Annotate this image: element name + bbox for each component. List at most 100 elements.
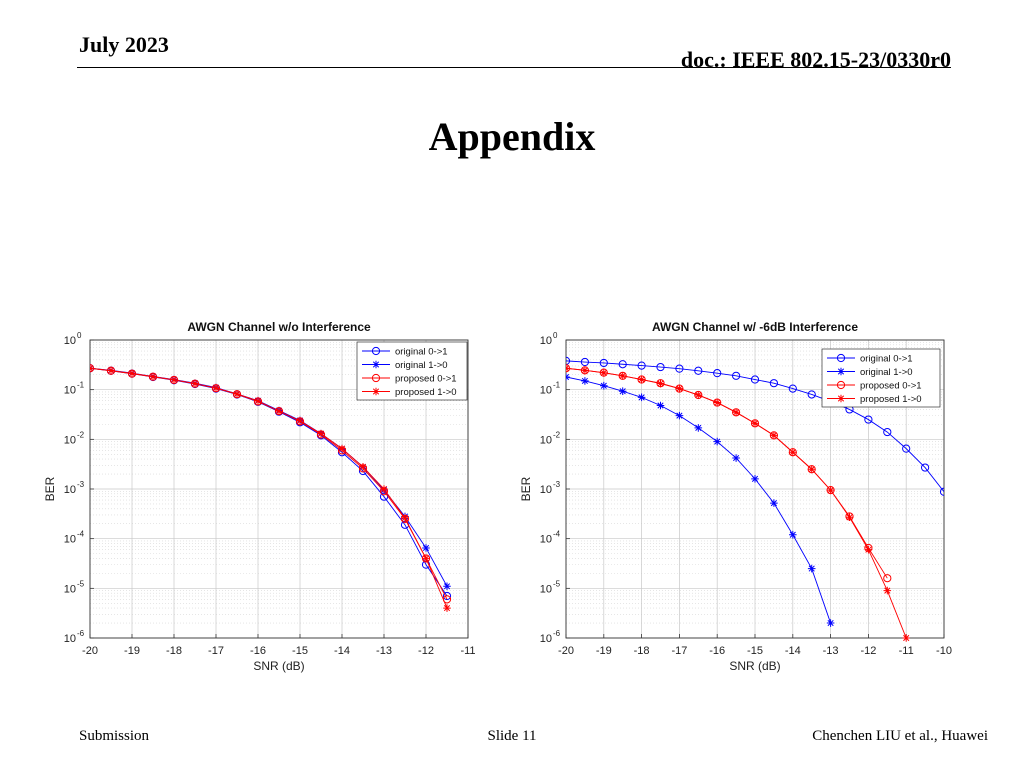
data-point bbox=[107, 366, 115, 375]
y-tick-exponent: -6 bbox=[553, 629, 561, 638]
data-point bbox=[566, 364, 570, 373]
legend-entry: original 0->1 bbox=[860, 354, 913, 365]
data-point bbox=[864, 545, 873, 554]
legend-marker bbox=[836, 353, 846, 363]
data-point bbox=[637, 393, 646, 402]
data-point bbox=[921, 463, 930, 472]
header-date: July 2023 bbox=[79, 32, 169, 57]
x-tick-label: -12 bbox=[418, 645, 434, 657]
x-tick-label: -20 bbox=[82, 645, 98, 657]
y-axis-label: BER bbox=[45, 476, 57, 501]
data-point bbox=[770, 499, 778, 507]
y-tick-label: 10 bbox=[540, 335, 552, 347]
chart-title: AWGN Channel w/ -6dB Interference bbox=[652, 320, 858, 334]
y-tick-exponent: -2 bbox=[553, 430, 561, 439]
series-3 bbox=[90, 364, 451, 612]
y-tick-exponent: -1 bbox=[77, 381, 85, 390]
y-tick-label: 10 bbox=[64, 385, 76, 397]
footer-slide-number: Slide 11 bbox=[487, 728, 537, 744]
footer-submission: Submission bbox=[79, 728, 150, 744]
data-point bbox=[618, 372, 627, 380]
legend-marker bbox=[371, 373, 381, 383]
data-point bbox=[902, 634, 910, 642]
x-tick-label: -18 bbox=[166, 645, 182, 657]
data-point bbox=[317, 429, 325, 438]
data-point bbox=[637, 361, 646, 370]
y-tick-label: 10 bbox=[64, 633, 76, 645]
series-line bbox=[566, 360, 944, 493]
legend-entry: original 1->0 bbox=[860, 367, 913, 378]
data-point bbox=[694, 424, 703, 432]
data-point bbox=[338, 444, 346, 453]
data-point bbox=[675, 364, 684, 373]
x-tick-label: -11 bbox=[899, 645, 914, 657]
x-tick-label: -17 bbox=[208, 645, 224, 657]
data-point bbox=[845, 513, 854, 522]
x-axis-label: SNR (dB) bbox=[253, 659, 304, 673]
legend-entry: proposed 0->1 bbox=[395, 374, 457, 385]
chart-awgn-no-interference: AWGN Channel w/o Interference-20 -19 -18 -1… bbox=[45, 320, 476, 673]
y-axis-label: BER bbox=[519, 476, 533, 501]
data-point bbox=[149, 372, 157, 381]
data-point bbox=[864, 415, 873, 424]
legend-marker bbox=[837, 394, 845, 403]
y-tick-label: 10 bbox=[540, 633, 552, 645]
x-tick-label: -17 bbox=[671, 645, 687, 657]
y-tick-label: 10 bbox=[64, 583, 76, 595]
data-point bbox=[618, 387, 627, 396]
y-tick-exponent: 0 bbox=[553, 331, 558, 340]
legend-entry: original 0->1 bbox=[395, 347, 448, 358]
data-point bbox=[694, 366, 703, 375]
data-point bbox=[807, 465, 816, 474]
data-point bbox=[443, 604, 451, 612]
data-point bbox=[581, 377, 589, 385]
y-tick-exponent: -1 bbox=[553, 381, 561, 390]
data-point bbox=[296, 417, 304, 425]
data-point bbox=[275, 407, 283, 415]
data-point bbox=[770, 431, 778, 440]
legend-marker bbox=[371, 346, 381, 356]
y-tick-exponent: -5 bbox=[77, 579, 85, 588]
series-3 bbox=[566, 364, 910, 642]
x-tick-label: -19 bbox=[124, 645, 140, 657]
x-tick-label: -15 bbox=[292, 645, 308, 657]
legend-marker bbox=[372, 360, 380, 369]
series-1 bbox=[566, 373, 835, 627]
data-point bbox=[422, 554, 430, 563]
y-tick-exponent: -5 bbox=[553, 579, 561, 588]
header-doc-id: doc.: IEEE 802.15-23/0330r0 bbox=[680, 47, 951, 72]
data-point bbox=[732, 408, 740, 417]
y-tick-exponent: -3 bbox=[77, 480, 85, 489]
data-point bbox=[694, 391, 703, 399]
x-axis-label: SNR (dB) bbox=[729, 659, 780, 673]
data-point bbox=[581, 366, 589, 375]
x-tick-label: -12 bbox=[860, 645, 876, 657]
y-tick-exponent: -4 bbox=[77, 530, 85, 539]
data-point bbox=[637, 375, 646, 384]
data-point bbox=[713, 398, 721, 407]
data-point bbox=[401, 514, 409, 522]
series-0 bbox=[566, 356, 944, 496]
legend: original 0->1 original 1->0 proposed 0->1 p… bbox=[821, 348, 941, 408]
data-point bbox=[713, 369, 722, 378]
data-point bbox=[789, 448, 797, 457]
legend-entry: proposed 0->1 bbox=[860, 381, 922, 392]
data-point bbox=[769, 379, 778, 388]
data-point bbox=[751, 475, 759, 483]
data-point bbox=[656, 379, 665, 388]
x-tick-label: -13 bbox=[823, 645, 839, 657]
y-tick-label: 10 bbox=[540, 385, 552, 397]
data-point bbox=[359, 462, 367, 471]
data-point bbox=[732, 454, 740, 462]
data-point bbox=[128, 369, 136, 378]
y-tick-label: 10 bbox=[64, 534, 76, 546]
y-tick-exponent: 0 bbox=[77, 331, 82, 340]
data-point bbox=[656, 362, 665, 372]
y-tick-label: 10 bbox=[540, 434, 552, 446]
x-tick-label: -14 bbox=[334, 645, 350, 657]
x-tick-label: -13 bbox=[376, 645, 392, 657]
slide-title: Appendix bbox=[428, 114, 596, 159]
data-point bbox=[675, 384, 684, 393]
data-point bbox=[618, 360, 627, 369]
data-point bbox=[566, 373, 570, 381]
